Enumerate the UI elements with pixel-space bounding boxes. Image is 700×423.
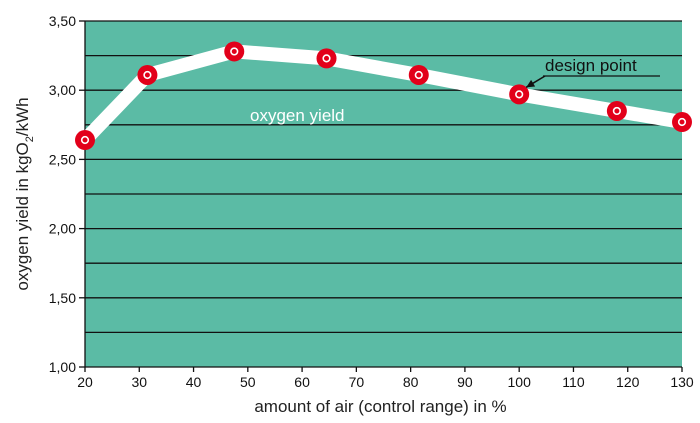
y-axis-title: oxygen yield in kgO2/kWh xyxy=(13,97,36,290)
y-tick-label: 2,50 xyxy=(49,151,76,167)
x-axis-title: amount of air (control range) in % xyxy=(254,397,506,416)
y-axis-title-main: oxygen yield in kgO xyxy=(13,142,32,290)
annotation-design-point: design point xyxy=(545,56,637,75)
x-tick-label: 110 xyxy=(562,374,585,390)
data-point xyxy=(137,64,158,85)
x-tick-label: 120 xyxy=(616,374,640,390)
data-point xyxy=(606,100,627,121)
data-point xyxy=(316,48,337,69)
y-tick-label: 3,00 xyxy=(49,82,76,98)
annotation-arrowhead xyxy=(526,79,536,88)
x-tick-label: 20 xyxy=(77,374,93,390)
x-tick-label: 100 xyxy=(508,374,532,390)
axes: 1,00 1,50 2,00 2,50 3,00 3,50 20 30 40 50 60 70 80 90… xyxy=(49,13,694,390)
data-point xyxy=(224,41,245,62)
data-point xyxy=(509,84,530,105)
y-axis-title-subscript: 2 xyxy=(24,136,36,142)
y-tick-label: 1,00 xyxy=(49,359,76,375)
data-point xyxy=(672,112,692,133)
series-line-oxygen-yield xyxy=(78,44,689,147)
x-tick-label: 90 xyxy=(457,374,473,390)
y-axis-title-unit: /kWh xyxy=(13,97,32,136)
data-point xyxy=(75,130,95,151)
x-tick-label: 70 xyxy=(349,374,365,390)
data-point xyxy=(408,64,429,85)
annotations: design point xyxy=(525,56,660,89)
y-tick-label: 3,50 xyxy=(49,13,76,29)
x-tick-label: 80 xyxy=(403,374,419,390)
x-tick-label: 30 xyxy=(131,374,147,390)
x-tick-label: 130 xyxy=(670,374,694,390)
x-tick-label: 60 xyxy=(294,374,310,390)
series-label-oxygen-yield: oxygen yield xyxy=(250,106,345,125)
y-tick-label: 2,00 xyxy=(49,221,76,237)
data-points xyxy=(75,41,692,151)
x-tick-label: 50 xyxy=(240,374,256,390)
x-tick-label: 40 xyxy=(186,374,202,390)
y-tick-label: 1,50 xyxy=(49,290,76,306)
gridlines xyxy=(85,20,682,334)
series-line-layer xyxy=(78,44,689,147)
